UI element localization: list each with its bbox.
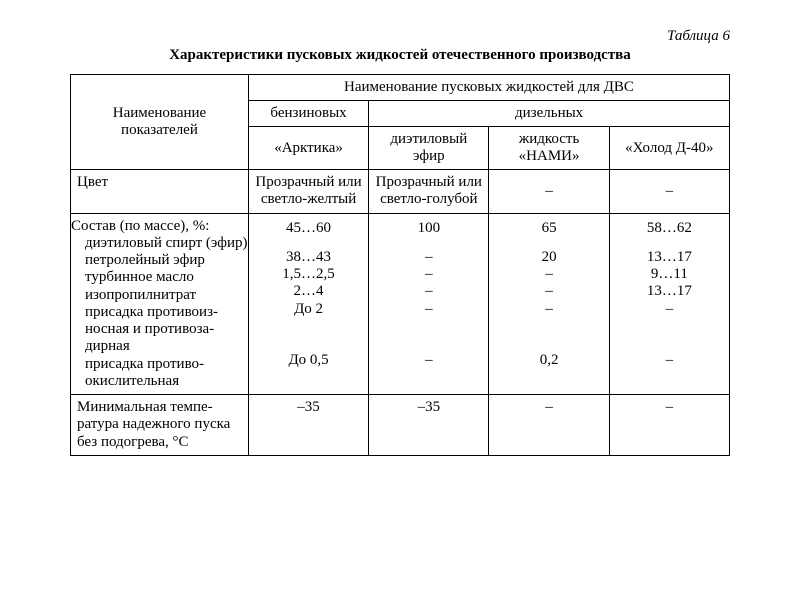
cell-color-c1: Прозрачный или светло-желтый	[248, 170, 368, 214]
header-param: Наименование показателей	[71, 75, 249, 170]
comp-item-1-c2: –	[369, 249, 488, 266]
comp-item-5-c1: До 0,5	[249, 352, 368, 369]
cell-comp-c3: 65 20 – – – 0,2	[489, 213, 609, 395]
comp-item-3-c3: –	[489, 283, 608, 300]
comp-item-2-c3: –	[489, 266, 608, 283]
table-title: Характеристики пусковых жидкостей отечес…	[70, 47, 730, 64]
cell-temp-c1: –35	[248, 395, 368, 456]
comp-item-5-c4: –	[610, 352, 729, 369]
comp-item-2-c1: 1,5…2,5	[249, 266, 368, 283]
cell-temp-label: Минимальная темпе-ратура надежного пуска…	[71, 395, 249, 456]
cell-comp-c1: 45…60 38…43 1,5…2,5 2…4 До 2 До 0,5	[248, 213, 368, 395]
row-color: Цвет Прозрачный или светло-желтый Прозра…	[71, 170, 730, 214]
comp-item-4-c3: –	[489, 301, 608, 318]
data-table: Наименование показателей Наименование пу…	[70, 74, 730, 456]
cell-comp-c2: 100 – – – – –	[369, 213, 489, 395]
cell-color-c3: –	[489, 170, 609, 214]
comp-item-2-c4: 9…11	[610, 266, 729, 283]
header-diesel: дизельных	[369, 101, 730, 127]
header-group: Наименование пусковых жидкостей для ДВС	[248, 75, 729, 101]
comp-item-4-label: присадка противоиз-носная и противоза-ди…	[71, 304, 248, 356]
comp-item-5-c3: 0,2	[489, 352, 608, 369]
comp-item-3-label: изопропилнитрат	[71, 287, 248, 304]
row-temp: Минимальная темпе-ратура надежного пуска…	[71, 395, 730, 456]
header-col4: «Холод Д-40»	[609, 127, 729, 170]
header-row-1: Наименование показателей Наименование пу…	[71, 75, 730, 101]
table-caption: Таблица 6	[70, 28, 730, 45]
comp-item-0-c1: 45…60	[249, 220, 368, 237]
comp-item-2-c2: –	[369, 266, 488, 283]
comp-item-5-c2: –	[369, 352, 488, 369]
comp-item-0-c3: 65	[489, 220, 608, 237]
cell-temp-c2: –35	[369, 395, 489, 456]
comp-item-4-c4: –	[610, 301, 729, 318]
comp-item-1-c4: 13…17	[610, 249, 729, 266]
comp-item-1-c1: 38…43	[249, 249, 368, 266]
cell-color-c4: –	[609, 170, 729, 214]
row-composition: Состав (по массе), %: диэтиловый спирт (…	[71, 213, 730, 395]
cell-temp-c4: –	[609, 395, 729, 456]
comp-item-4-c2: –	[369, 301, 488, 318]
header-gasoline: бензиновых	[248, 101, 368, 127]
comp-item-1-label: петролейный эфир	[71, 252, 248, 269]
comp-item-0-label: диэтиловый спирт (эфир)	[71, 235, 248, 252]
comp-item-3-c1: 2…4	[249, 283, 368, 300]
comp-item-4-c1: До 2	[249, 301, 368, 318]
comp-item-0-c4: 58…62	[610, 220, 729, 237]
comp-item-1-c3: 20	[489, 249, 608, 266]
comp-item-2-label: турбинное масло	[71, 269, 248, 286]
comp-header: Состав (по массе), %:	[71, 218, 209, 234]
comp-item-0-c2: 100	[369, 220, 488, 237]
header-col2: диэтиловый эфир	[369, 127, 489, 170]
cell-color-label: Цвет	[71, 170, 249, 214]
cell-comp-c4: 58…62 13…17 9…11 13…17 – –	[609, 213, 729, 395]
cell-temp-c3: –	[489, 395, 609, 456]
comp-item-3-c4: 13…17	[610, 283, 729, 300]
comp-item-5-label: присадка противо-окислительная	[71, 356, 248, 391]
comp-item-3-c2: –	[369, 283, 488, 300]
cell-color-c2: Прозрачный или светло-голубой	[369, 170, 489, 214]
cell-comp-labels: Состав (по массе), %: диэтиловый спирт (…	[71, 213, 249, 395]
header-col3: жидкость «НАМИ»	[489, 127, 609, 170]
header-col1: «Арктика»	[248, 127, 368, 170]
